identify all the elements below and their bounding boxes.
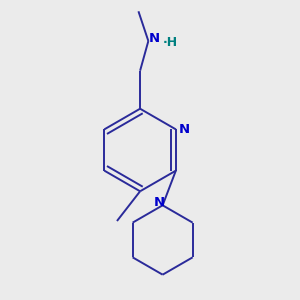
Text: N: N: [154, 196, 165, 208]
Text: N: N: [149, 32, 160, 45]
Text: ·H: ·H: [162, 36, 177, 49]
Text: N: N: [178, 123, 190, 136]
